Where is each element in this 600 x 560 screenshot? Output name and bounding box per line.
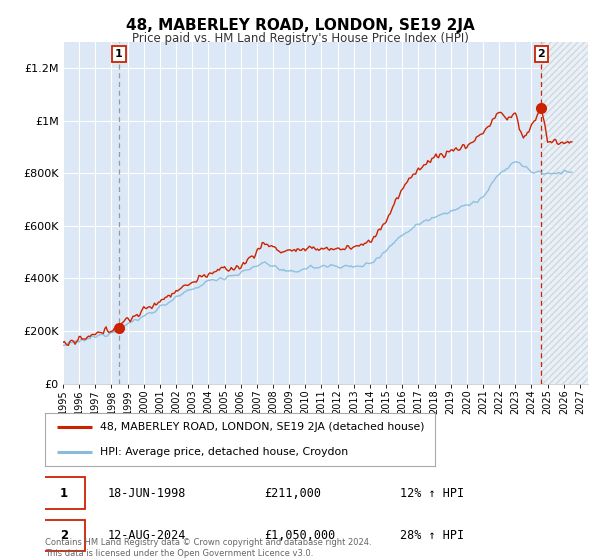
FancyBboxPatch shape <box>43 520 85 551</box>
Text: HPI: Average price, detached house, Croydon: HPI: Average price, detached house, Croy… <box>100 446 348 456</box>
Text: Contains HM Land Registry data © Crown copyright and database right 2024.
This d: Contains HM Land Registry data © Crown c… <box>45 538 371 558</box>
Text: 1: 1 <box>115 49 123 59</box>
Bar <box>541 42 588 384</box>
Bar <box>541 42 588 384</box>
Text: 1: 1 <box>60 487 68 500</box>
Text: 12% ↑ HPI: 12% ↑ HPI <box>400 487 464 500</box>
Text: 12-AUG-2024: 12-AUG-2024 <box>107 529 186 542</box>
Text: 28% ↑ HPI: 28% ↑ HPI <box>400 529 464 542</box>
Text: £1,050,000: £1,050,000 <box>264 529 335 542</box>
Text: Price paid vs. HM Land Registry's House Price Index (HPI): Price paid vs. HM Land Registry's House … <box>131 32 469 45</box>
Text: 48, MABERLEY ROAD, LONDON, SE19 2JA (detached house): 48, MABERLEY ROAD, LONDON, SE19 2JA (det… <box>100 422 424 432</box>
Text: 2: 2 <box>538 49 545 59</box>
Text: £211,000: £211,000 <box>264 487 321 500</box>
Text: 18-JUN-1998: 18-JUN-1998 <box>107 487 186 500</box>
Text: 48, MABERLEY ROAD, LONDON, SE19 2JA: 48, MABERLEY ROAD, LONDON, SE19 2JA <box>125 18 475 33</box>
FancyBboxPatch shape <box>43 477 85 510</box>
Text: 2: 2 <box>60 529 68 542</box>
